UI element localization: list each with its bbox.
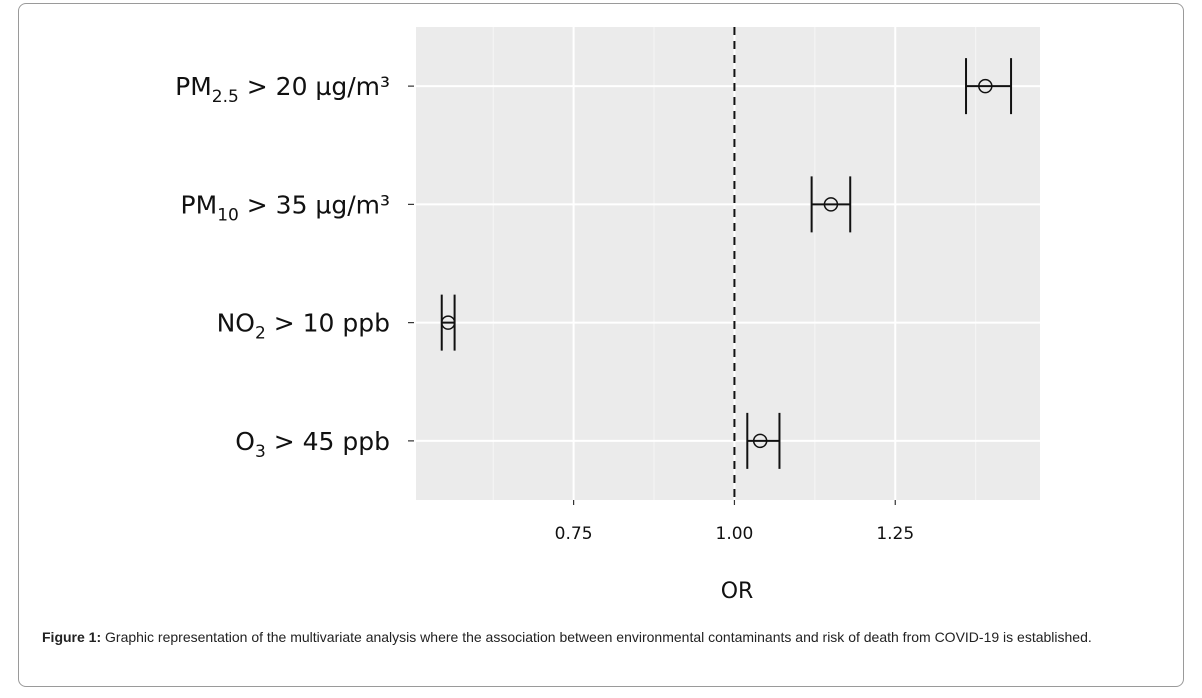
plot-panel bbox=[416, 27, 1040, 500]
label-rest: > 20 µg/m³ bbox=[239, 72, 390, 101]
label-subscript: 3 bbox=[255, 442, 266, 462]
or-point bbox=[823, 197, 839, 212]
label-base: NO bbox=[217, 309, 255, 338]
label-subscript: 2.5 bbox=[212, 87, 239, 107]
or-point bbox=[978, 78, 993, 94]
y-tick-label: PM2.5 > 20 µg/m³ bbox=[175, 72, 390, 107]
forest-row-2 bbox=[440, 294, 456, 351]
label-rest: > 35 µg/m³ bbox=[239, 190, 390, 219]
caption-prefix: Figure 1: bbox=[42, 629, 102, 645]
x-tick-label: 1.00 bbox=[716, 524, 754, 544]
x-tick-label: 0.75 bbox=[555, 524, 593, 544]
figure-caption: Figure 1: Graphic representation of the … bbox=[42, 628, 1162, 646]
forest-row-1 bbox=[810, 176, 852, 233]
forest-row-0 bbox=[965, 58, 1013, 115]
label-subscript: 2 bbox=[255, 324, 266, 344]
forest-row-3 bbox=[746, 412, 781, 469]
label-rest: > 10 ppb bbox=[266, 309, 390, 338]
label-rest: > 45 ppb bbox=[266, 427, 390, 456]
label-base: PM bbox=[175, 72, 212, 101]
x-tick-label: 1.25 bbox=[876, 524, 914, 544]
caption-text: Graphic representation of the multivaria… bbox=[101, 629, 1092, 645]
x-axis-title: OR bbox=[721, 579, 754, 604]
label-base: PM bbox=[181, 190, 218, 219]
forest-marks bbox=[440, 58, 1013, 469]
y-tick-label: PM10 > 35 µg/m³ bbox=[181, 190, 390, 225]
x-axis-labels: 0.75 1.00 1.25 bbox=[555, 500, 914, 544]
label-base: O bbox=[235, 427, 255, 456]
y-tick-label: NO2 > 10 ppb bbox=[217, 309, 390, 344]
label-subscript: 10 bbox=[217, 205, 239, 225]
or-point bbox=[440, 315, 456, 330]
y-tick-label: O3 > 45 ppb bbox=[235, 427, 390, 462]
or-point bbox=[752, 433, 768, 449]
